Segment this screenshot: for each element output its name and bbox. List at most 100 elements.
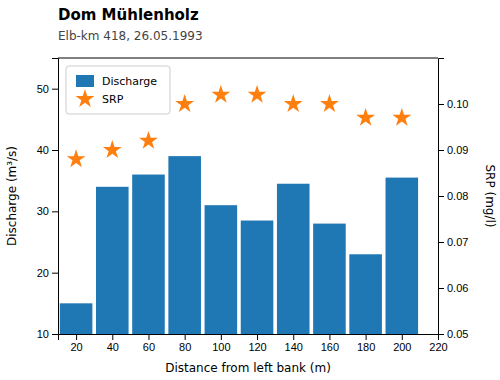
point (103, 140, 122, 158)
tick-mark (221, 334, 222, 340)
plot: 20 40 60 80 100 120 140 160 180 200 220 10 20 30 40 50 0… (37, 58, 469, 353)
tick-mark (257, 334, 258, 340)
tick-label: 0.06 (447, 282, 468, 294)
point (175, 94, 194, 112)
point (67, 149, 86, 167)
series (60, 156, 418, 334)
tick-label: 0.08 (447, 190, 468, 202)
subtitle: Elb-km 418, 26.05.1993 (58, 29, 203, 43)
bar (168, 156, 201, 334)
tick: 0.09 (438, 144, 468, 156)
tick-mark (52, 334, 58, 335)
tick-label: 80 (179, 341, 191, 353)
tick-label: 0.05 (447, 328, 468, 340)
tick-mark (329, 334, 330, 340)
title: Dom Mühlenholz (58, 6, 199, 24)
axis-line (439, 59, 445, 335)
bar (386, 178, 419, 334)
point (284, 94, 303, 112)
point (356, 108, 375, 126)
tick: 80 (179, 334, 191, 353)
tick-label: 50 (37, 83, 49, 95)
bar (205, 205, 238, 334)
tick: 220 (429, 334, 447, 353)
tick-mark (76, 334, 77, 340)
tick-mark (438, 288, 444, 289)
tick: 10 (37, 328, 58, 340)
bar (132, 175, 165, 334)
tick-label: 140 (285, 341, 303, 353)
legend-item: SRP (76, 89, 124, 107)
axis-line (59, 335, 439, 341)
point (248, 85, 267, 103)
tick: 0.05 (438, 328, 468, 340)
marks (60, 85, 418, 334)
tick-mark (52, 273, 58, 274)
tick: 200 (393, 334, 411, 353)
tick-mark (112, 334, 113, 340)
tick-mark (438, 334, 444, 335)
legend-item: Discharge (76, 75, 157, 88)
tick: 160 (321, 334, 339, 353)
tick-mark (148, 334, 149, 340)
tick-label: 0.10 (447, 98, 468, 110)
tick-mark (52, 150, 58, 151)
tick-label: 0.07 (447, 236, 468, 248)
frame-line (58, 58, 438, 59)
tick: 30 (37, 205, 58, 217)
tick-label: 200 (393, 341, 411, 353)
tick-mark (438, 242, 444, 243)
tick-label: 60 (143, 341, 155, 353)
x-axis-label: Distance from left bank (m) (165, 361, 331, 375)
y-axis: 10 20 30 40 50 (37, 59, 59, 341)
legend-swatch (76, 89, 95, 107)
tick: 20 (70, 334, 82, 353)
tick-label: 0.09 (447, 144, 468, 156)
tick: 40 (37, 144, 58, 156)
tick-label: 40 (107, 341, 119, 353)
tick: 180 (357, 334, 375, 353)
bar (313, 224, 346, 334)
y-axis-label: Discharge (m³/s) (5, 146, 19, 246)
tick: 0.07 (438, 236, 468, 248)
tick-mark (402, 334, 403, 340)
tick-mark (52, 89, 58, 90)
bar (96, 187, 129, 334)
tick: 0.06 (438, 282, 468, 294)
tick: 50 (37, 83, 58, 95)
tick: 120 (248, 334, 266, 353)
tick: 0.08 (438, 190, 468, 202)
y2-axis-label: SRP (mg/l) (483, 164, 497, 227)
legend-label: Discharge (102, 75, 157, 88)
tick-label: 20 (37, 267, 49, 279)
tick: 20 (37, 267, 58, 279)
bar (60, 303, 93, 334)
tick-mark (185, 334, 186, 340)
legend-label: SRP (102, 93, 124, 106)
tick-label: 20 (70, 341, 82, 353)
bar (241, 221, 274, 334)
tick-label: 180 (357, 341, 375, 353)
x-axis: 20 40 60 80 100 120 140 160 180 200 220 (59, 334, 448, 353)
point (139, 131, 158, 149)
point (392, 108, 411, 126)
axis-line (52, 59, 59, 335)
tick-label: 100 (212, 341, 230, 353)
bar (349, 254, 382, 334)
tick-label: 30 (37, 205, 49, 217)
tick-mark (438, 196, 444, 197)
tick: 60 (143, 334, 155, 353)
legend-swatch (76, 75, 94, 87)
tick-mark (52, 211, 58, 212)
legend-box (66, 66, 170, 114)
point (320, 94, 339, 112)
tick-mark (293, 334, 294, 340)
tick-label: 10 (37, 328, 49, 340)
chart: 20 40 60 80 100 120 140 160 180 200 220 10 20 30 40 50 0… (0, 0, 500, 380)
tick-label: 220 (429, 341, 447, 353)
legend: Discharge SRP (66, 66, 170, 114)
bar (277, 184, 310, 334)
tick: 0.10 (438, 98, 468, 110)
point (211, 85, 230, 103)
tick-mark (438, 150, 444, 151)
